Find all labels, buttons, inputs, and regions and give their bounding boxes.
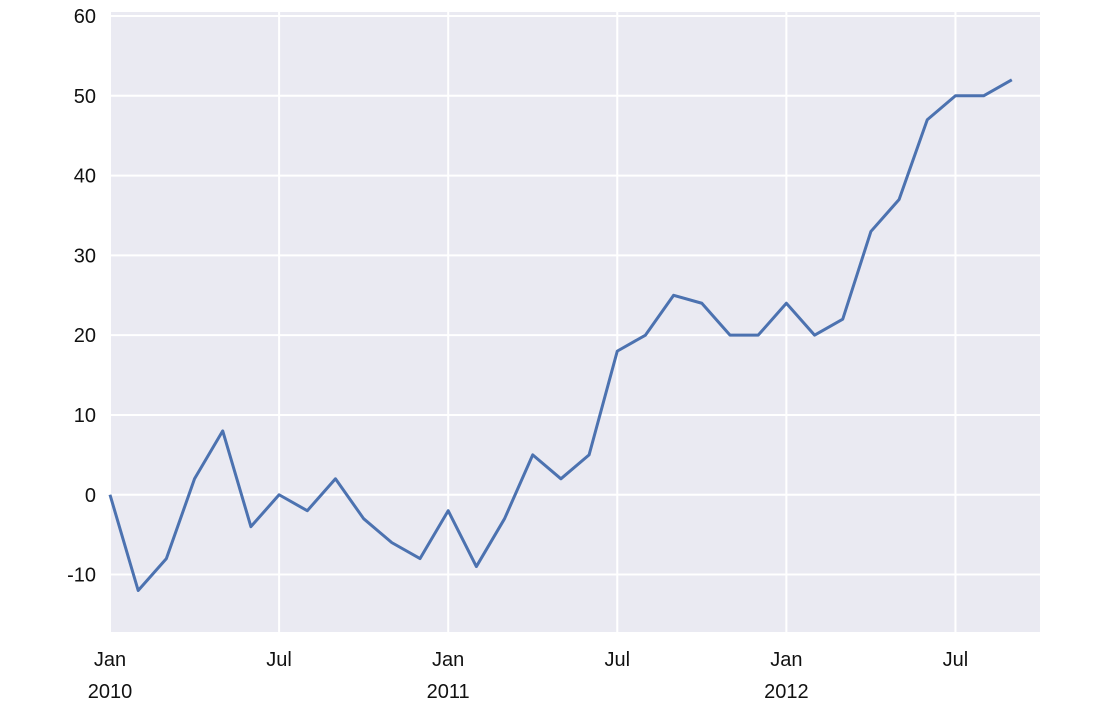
y-tick-label: 10	[74, 405, 96, 427]
x-tick-label: Jul	[604, 649, 630, 671]
y-tick-label: 40	[74, 166, 96, 188]
x-tick-label: Jul	[266, 649, 292, 671]
y-tick-label: -10	[67, 565, 96, 587]
x-tick-label: Jul	[943, 649, 969, 671]
data-line	[108, 78, 1013, 593]
y-tick-label: 30	[74, 245, 96, 267]
y-tick-label: 60	[74, 6, 96, 28]
plot-area	[110, 12, 1040, 632]
y-tick-label: 50	[74, 86, 96, 108]
y-tick-label: 20	[74, 325, 96, 347]
x-tick-label: Jan 2010	[88, 649, 133, 703]
y-tick-label: 0	[85, 485, 96, 507]
x-tick-label: Jan 2011	[427, 649, 470, 703]
x-tick-label: Jan 2012	[764, 649, 809, 703]
